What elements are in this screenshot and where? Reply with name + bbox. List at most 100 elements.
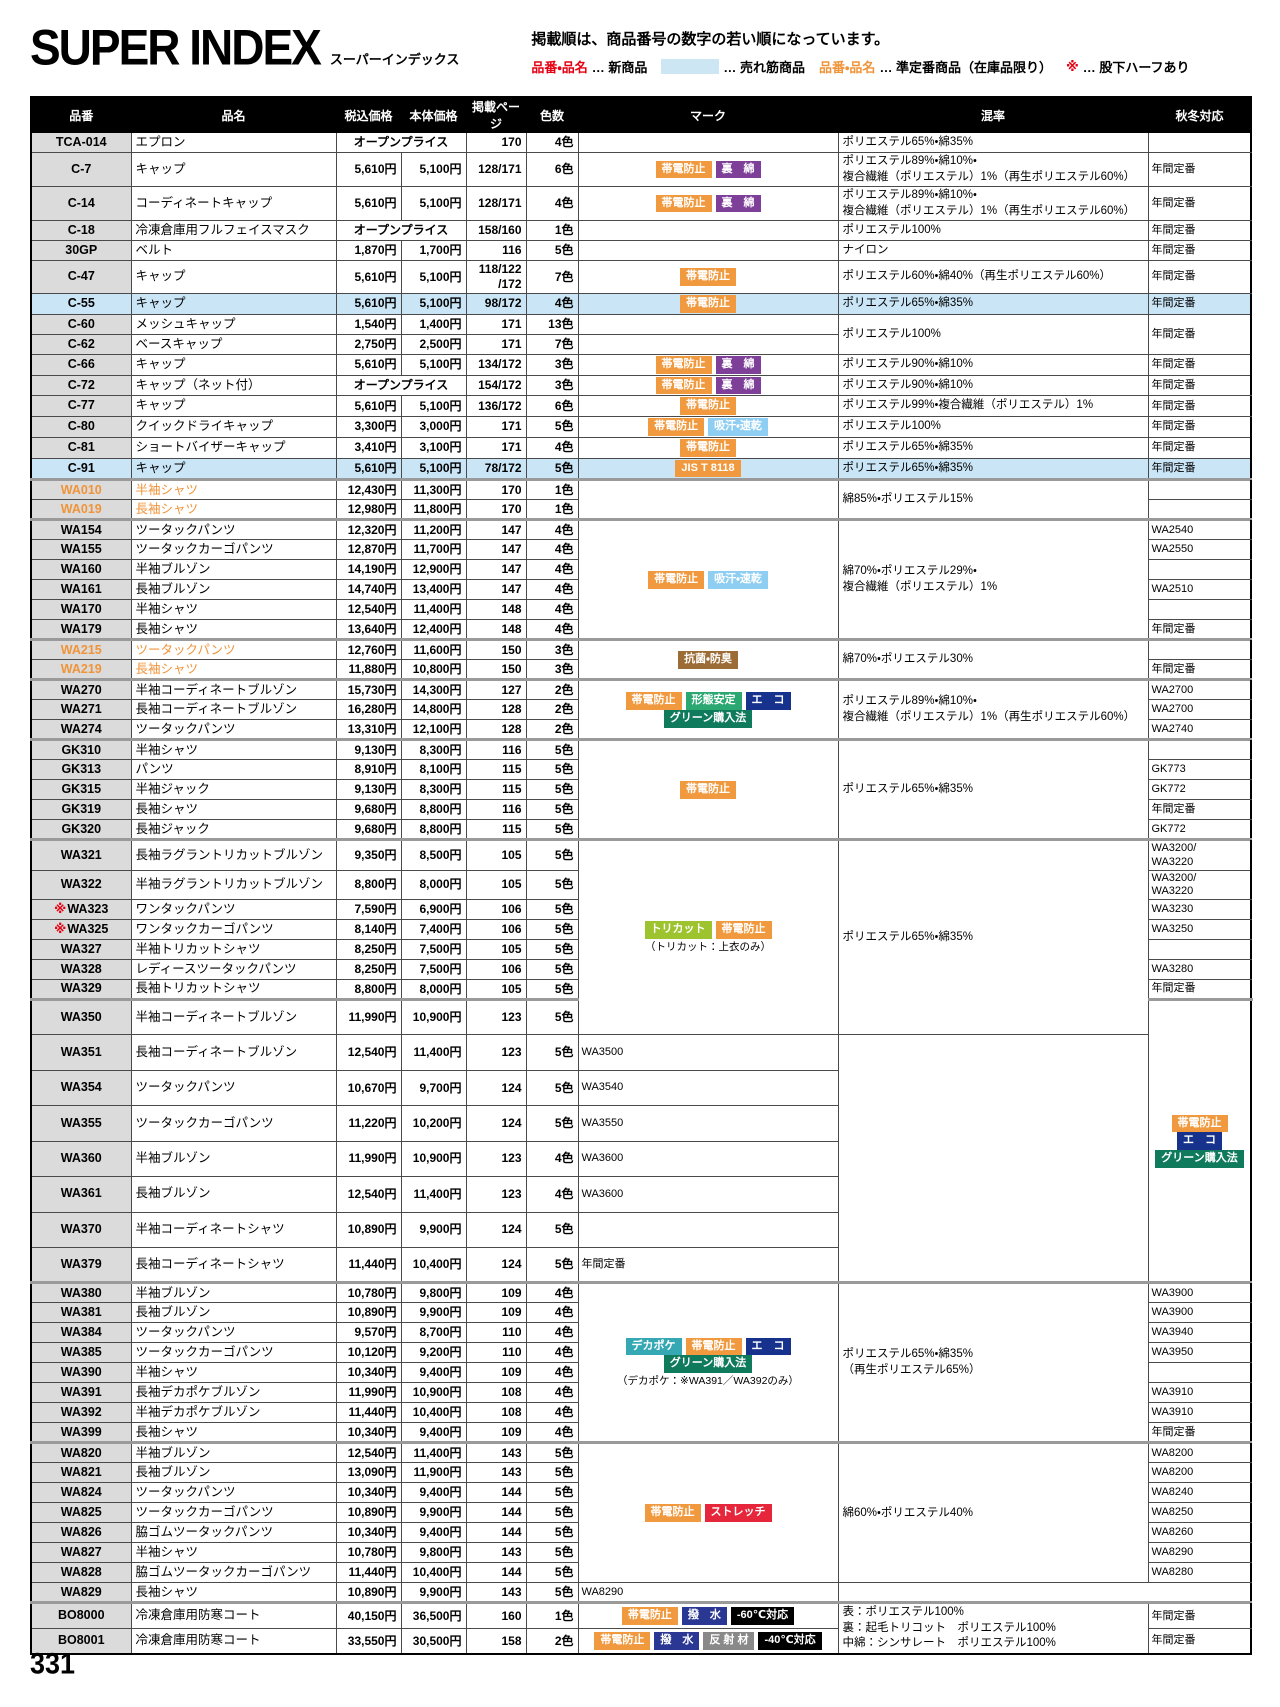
cell-color-count: 1色 — [525, 478, 579, 501]
cell-autumn-winter: 年間定番 — [1147, 457, 1252, 481]
product-code: GK320 — [61, 821, 102, 836]
product-code: WA274 — [60, 721, 102, 736]
cell-product-code: WA829 — [30, 1582, 132, 1604]
product-code: WA828 — [60, 1565, 102, 1580]
cell-color-count: 5色 — [525, 457, 579, 481]
cell-product-name: コーディネートキャップ — [130, 186, 337, 222]
cell-catalog-page: 115 — [465, 819, 527, 841]
cell-product-code: C-62 — [30, 333, 132, 355]
column-header: 税込価格 — [335, 96, 402, 133]
cell-product-name: メッシュキャップ — [130, 313, 337, 335]
cell-product-name: 長袖ラグラントリカットブルゾン — [130, 838, 337, 871]
cell-catalog-page: 143 — [465, 1441, 527, 1464]
cell-marks: 帯電防止 形態安定エ コグリーン購入法 — [577, 678, 839, 741]
cell-product-name: ツータックカーゴパンツ — [130, 1105, 337, 1142]
cell-price-tax-included: 10,340円 — [335, 1482, 402, 1504]
product-code: C-81 — [67, 439, 95, 454]
cell-product-code: WA380 — [30, 1281, 132, 1304]
cell-price-tax-included: 11,990円 — [335, 1382, 402, 1404]
badge-antistatic: 帯電防止 — [648, 418, 705, 436]
cell-catalog-page: 143 — [465, 1582, 527, 1604]
cell-marks: デカポケ 帯電防止エ コグリーン購入法 （デカポケ：※WA391／WA392のみ） — [577, 1281, 839, 1444]
cell-product-code: WA274 — [30, 719, 132, 741]
cell-price-base: 5,100円 — [400, 457, 467, 481]
badge-group: 帯電防止 — [583, 438, 834, 457]
cell-color-count: 5色 — [525, 899, 579, 921]
badge-group: 帯電防止 ストレッチ — [583, 1504, 834, 1523]
cell-product-code: WA329 — [30, 979, 132, 1001]
cell-color-count: 3色 — [525, 353, 579, 376]
cell-catalog-page: 116 — [465, 240, 527, 262]
cell-price-tax-included: 10,890円 — [335, 1211, 402, 1248]
cell-product-name: ツータックパンツ — [130, 1069, 337, 1107]
cell-product-name: 半袖シャツ — [130, 738, 337, 761]
product-code: WA327 — [60, 941, 102, 956]
cell-color-count: 5色 — [525, 1069, 579, 1107]
cell-autumn-winter — [1147, 132, 1252, 153]
cell-product-name: 長袖コーディネートブルゾン — [130, 699, 337, 721]
cell-price-base: 8,300円 — [400, 738, 467, 761]
badge-eco: エ コ — [1177, 1132, 1222, 1151]
cell-product-code: GK319 — [30, 799, 132, 821]
table-row: WA160 半袖ブルゾン 14,190円 12,900円 147 4色 — [30, 559, 1252, 581]
table-row: BO8000 冷凍倉庫用防寒コート 40,150円 36,500円 160 1色 帯電防止撥… — [30, 1601, 1252, 1655]
super-index-subtitle: スーパーインデックス — [329, 52, 460, 67]
cell-marks: 帯電防止 — [577, 395, 839, 418]
table-row: WA390 半袖シャツ 10,340円 9,400円 109 4色 — [30, 1362, 1252, 1384]
cell-price-base: 3,100円 — [400, 436, 467, 459]
cell-product-code: C-47 — [30, 260, 132, 295]
cell-autumn-winter: 年間定番 — [1147, 1628, 1252, 1655]
cell-product-code: WA390 — [30, 1362, 132, 1384]
cell-price-tax-included: 40,150円 — [335, 1601, 402, 1630]
badge-eco: エ コ — [745, 692, 791, 710]
legend-item: ※… 股下ハーフあり — [1066, 57, 1189, 76]
badge-antistatic: 帯電防止 — [680, 780, 736, 799]
product-code: WA829 — [60, 1584, 102, 1599]
cell-autumn-winter: 年間定番 — [1147, 416, 1252, 438]
table-row: WA215 ツータックパンツ 12,760円 11,600円 150 3色 抗菌・防臭 綿70… — [30, 638, 1252, 681]
column-header: 本体価格 — [400, 96, 467, 133]
table-row: GK320 長袖ジャック 9,680円 8,800円 115 5色 GK772 — [30, 819, 1252, 841]
cell-product-code: GK320 — [30, 819, 132, 841]
cell-price-base: 10,900円 — [400, 1140, 467, 1178]
cell-price-base: 30,500円 — [400, 1628, 467, 1655]
cell-product-code: ※WA325 — [30, 919, 132, 941]
cell-product-name: ショートバイザーキャップ — [130, 436, 337, 459]
product-code: GK319 — [61, 802, 102, 816]
cell-price-base: 5,100円 — [400, 293, 467, 315]
table-row: WA829 長袖シャツ 10,890円 9,900円 143 5色 WA8290 — [30, 1582, 1251, 1604]
cell-product-name: パンツ — [130, 759, 337, 781]
cell-product-code: WA219 — [30, 659, 132, 681]
cell-product-code: WA379 — [30, 1246, 132, 1284]
cell-marks: トリカット 帯電防止 （トリカット：上衣のみ） — [577, 838, 839, 1036]
cell-autumn-winter: WA8240 — [1147, 1482, 1252, 1504]
order-note: 掲載順は、商品番号の数字の若い順になっています。 — [531, 31, 890, 48]
cell-product-code: WA360 — [30, 1140, 132, 1178]
product-code: WA351 — [60, 1044, 102, 1059]
cell-price-tax-included: 12,980円 — [335, 499, 402, 521]
badge-group: 帯電防止撥 水反 射 材 -40℃対応 — [583, 1632, 834, 1650]
cell-color-count: 5色 — [525, 939, 579, 961]
title-wrap: SUPER INDEX スーパーインデックス — [30, 22, 460, 72]
cell-product-code: WA385 — [30, 1342, 132, 1364]
table-row: WA360 半袖ブルゾン 11,990円 10,900円 123 4色 WA3600 — [30, 1140, 1251, 1178]
cell-price-tax-included: 15,730円 — [335, 678, 402, 701]
cell-color-count: 5色 — [525, 959, 579, 981]
cell-price-base: 11,400円 — [400, 1176, 467, 1213]
cell-product-code: C-66 — [30, 353, 132, 376]
cell-catalog-page: 110 — [465, 1322, 527, 1344]
badge-green-purchase-law: グリーン購入法 — [1155, 1150, 1244, 1168]
table-row: GK313 パンツ 8,910円 8,100円 115 5色 GK773 — [30, 759, 1252, 781]
cell-price-tax-included: 8,250円 — [335, 959, 402, 981]
cell-product-name: 長袖シャツ — [130, 499, 337, 521]
cell-product-code: WA179 — [30, 619, 132, 641]
cell-price-tax-included: 3,300円 — [335, 416, 402, 438]
product-code: WA271 — [60, 702, 102, 716]
cell-price-tax-included: 13,090円 — [335, 1462, 402, 1484]
cell-autumn-winter: WA3200/ WA3220 — [1147, 869, 1252, 901]
product-code: WA361 — [60, 1186, 102, 1201]
cell-autumn-winter: WA3900 — [1147, 1302, 1252, 1324]
cell-product-code: ※WA323 — [30, 899, 132, 921]
cell-price-base: 2,500円 — [400, 333, 467, 355]
cell-autumn-winter: WA8290 — [1147, 1542, 1252, 1564]
